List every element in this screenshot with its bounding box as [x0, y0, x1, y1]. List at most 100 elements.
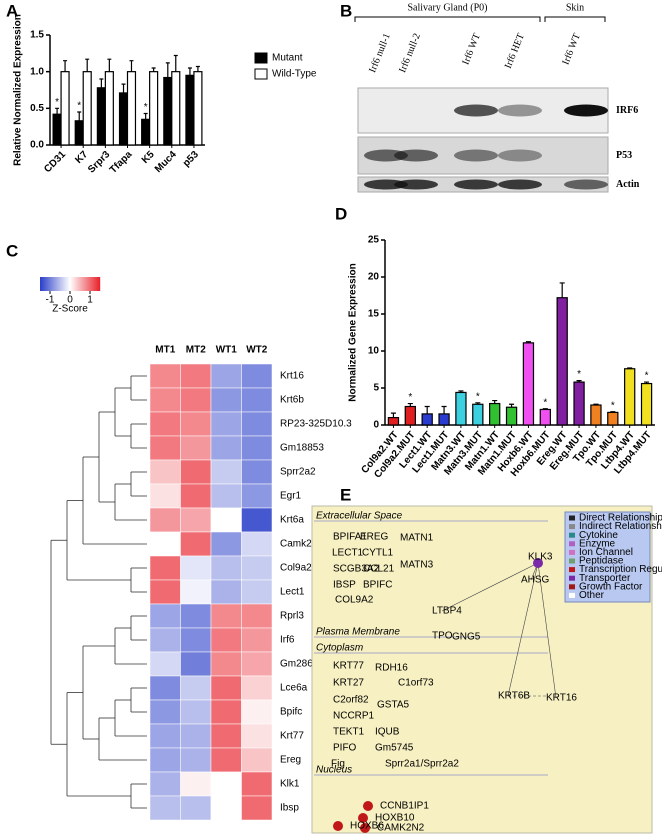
colorbar-cell: [99, 277, 101, 291]
bar: [573, 381, 585, 426]
colorbar-cell: [49, 277, 51, 291]
row-label: IRF6: [616, 105, 638, 116]
heat-cell: [210, 555, 242, 581]
error-bar: [99, 78, 104, 88]
node-label: Gm5745: [375, 743, 414, 754]
blot-band: [394, 179, 438, 190]
lane-label: Irf6 WT: [560, 32, 583, 67]
colorbar-cell: [50, 277, 52, 291]
error-bar: [475, 402, 481, 405]
heat-cell: [180, 747, 212, 773]
heat-cell: [149, 387, 181, 413]
colorbar-cell: [67, 277, 69, 291]
y-tick-label: 0: [373, 420, 379, 431]
bar: [421, 413, 433, 426]
heat-cell: [180, 411, 212, 437]
x-tick-label: K7: [73, 149, 90, 166]
column-label: MT1: [155, 345, 175, 356]
panel-label: E: [340, 485, 351, 504]
colorbar-cell: [48, 277, 50, 291]
heat-cell: [149, 723, 181, 749]
colorbar-cell: [62, 277, 64, 291]
lane-label: Irf6 WT: [460, 32, 483, 67]
colorbar-cell: [97, 277, 99, 291]
heat-cell: [210, 363, 242, 389]
node-label: Fig: [331, 759, 345, 770]
node: [363, 801, 373, 811]
error-bar: [173, 54, 178, 72]
heat-cell: [241, 459, 273, 485]
heat-cell: [180, 483, 212, 509]
blot-band: [498, 179, 542, 190]
bar: [556, 297, 568, 426]
legend-icon: [569, 575, 575, 581]
bracket: [544, 16, 606, 22]
compartment-label: Nucleus: [316, 765, 352, 776]
node-label: HOXB10: [375, 813, 415, 824]
significance: *: [577, 369, 581, 380]
legend-label: Peptidase: [579, 556, 624, 567]
error-bar: [492, 399, 498, 404]
bar: [193, 71, 203, 146]
heat-cell: [210, 795, 242, 821]
error-bar: [576, 380, 582, 383]
bar: [489, 402, 501, 426]
heat-cell: [210, 435, 242, 461]
node-label: C2orf82: [333, 695, 369, 706]
node-label: Sprr2a1/Sprr2a2: [385, 759, 459, 770]
heat-cell: [149, 795, 181, 821]
colorbar-cell: [46, 277, 48, 291]
lane-label: Irf6 HET: [503, 32, 527, 70]
colorbar-cell: [76, 277, 78, 291]
significance: *: [55, 97, 59, 108]
legend-label: Transporter: [579, 573, 631, 584]
legend-icon: [569, 532, 575, 538]
heat-cell: [210, 483, 242, 509]
colorbar-cell: [53, 277, 55, 291]
row-label: Camk2n2: [280, 539, 323, 550]
y-tick-label: 10: [368, 346, 380, 357]
heat-cell: [180, 387, 212, 413]
row-label: P53: [616, 150, 632, 161]
edge: [537, 562, 557, 699]
column-label: WT1: [216, 345, 238, 356]
heat-cell: [241, 507, 273, 533]
legend-icon: [569, 541, 575, 547]
heat-cell: [149, 627, 181, 653]
error-bar: [85, 58, 90, 72]
heat-cell: [180, 531, 212, 557]
colorbar-cell: [61, 277, 63, 291]
blot-band: [454, 149, 498, 162]
legend-label: Other: [579, 590, 605, 601]
panel-label: B: [340, 1, 352, 20]
heat-cell: [180, 603, 212, 629]
node: [360, 823, 370, 833]
heat-cell: [241, 579, 273, 605]
colorbar-cell: [74, 277, 76, 291]
colorbar-cell: [73, 277, 75, 291]
bar: [149, 71, 159, 146]
bar: [96, 87, 106, 146]
blot-band: [394, 149, 438, 162]
group-label: Salivary Gland (P0): [408, 2, 488, 13]
colorbar-cell: [64, 277, 66, 291]
legend-label: Ion Channel: [579, 547, 633, 558]
heat-cell: [180, 507, 212, 533]
x-tick-label: p53: [181, 149, 201, 169]
lane-label: Irf6 null-2: [397, 32, 423, 74]
heat-cell: [210, 459, 242, 485]
error-bar: [458, 390, 464, 393]
node-label: IBSP: [333, 580, 356, 591]
heat-cell: [241, 555, 273, 581]
bar: [404, 405, 416, 426]
error-bar: [610, 411, 616, 413]
row-label: Ibsp: [280, 803, 299, 814]
compartment-label: Plasma Membrane: [316, 627, 400, 638]
heat-cell: [210, 411, 242, 437]
panel-label: A: [6, 1, 18, 20]
node-label: CCNB1IP1: [380, 801, 429, 812]
node-label: COL9A2: [335, 595, 374, 606]
heat-cell: [149, 435, 181, 461]
heat-cell: [149, 651, 181, 677]
colorbar-cell: [40, 277, 42, 291]
